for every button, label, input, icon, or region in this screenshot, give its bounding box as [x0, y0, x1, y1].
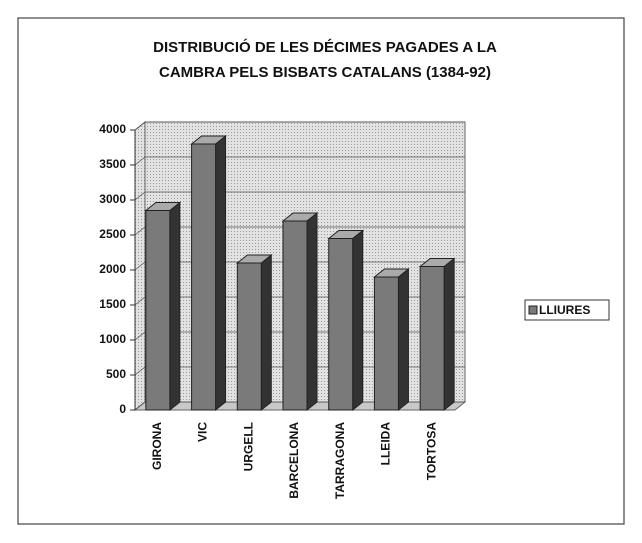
y-tick-label: 3500 — [99, 157, 126, 171]
bar — [373, 276, 399, 411]
grid-line — [134, 191, 465, 201]
y-tick-label: 4000 — [99, 122, 126, 136]
y-tick-label: 2000 — [99, 262, 126, 276]
bar — [236, 262, 262, 411]
legend-box — [524, 299, 610, 321]
y-tick-label: 3000 — [99, 192, 126, 206]
bar-side — [443, 257, 455, 412]
chart-title: CAMBRA PELS BISBATS CATALANS (1384-92) — [159, 64, 491, 81]
y-tick-label: 1500 — [99, 297, 126, 311]
bar — [191, 143, 217, 411]
bar-side — [352, 229, 364, 412]
legend-label: LLIURES — [539, 303, 590, 317]
bar-side — [260, 253, 272, 412]
legend-swatch — [528, 305, 538, 315]
x-tick-label: VIC — [196, 422, 210, 442]
chart-frame — [17, 17, 625, 525]
x-tick-label: GIRONA — [150, 422, 164, 470]
chart-title: DISTRIBUCIÓ DE LES DÉCIMES PAGADES A LA — [153, 38, 497, 56]
x-tick-label: TARRAGONA — [333, 422, 347, 499]
y-tick-label: 2500 — [99, 227, 126, 241]
grid-line — [134, 156, 465, 166]
x-tick-label: URGELL — [241, 422, 255, 471]
bar-side — [306, 211, 318, 412]
grid-line — [134, 121, 465, 131]
bar-side — [397, 267, 409, 412]
bar — [419, 266, 445, 411]
y-tick-label: 0 — [119, 402, 126, 416]
x-tick-label: TORTOSA — [424, 422, 438, 481]
bar-side — [169, 201, 181, 412]
bar-side — [215, 134, 227, 412]
y-tick-label: 1000 — [99, 332, 126, 346]
x-tick-label: LLEIDA — [379, 422, 393, 466]
y-tick-label: 500 — [106, 367, 126, 381]
grid-line — [134, 226, 465, 236]
bar — [282, 220, 308, 411]
bar — [328, 238, 354, 411]
bar — [145, 210, 171, 411]
x-tick-label: BARCELONA — [287, 422, 301, 499]
